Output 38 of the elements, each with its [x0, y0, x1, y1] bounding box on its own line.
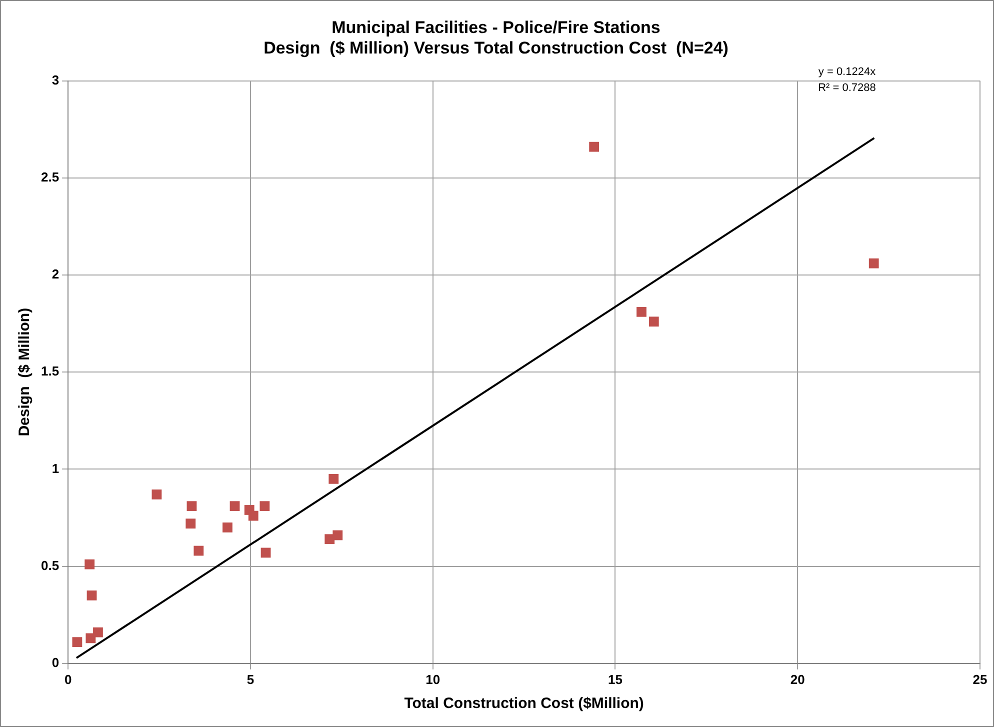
y-tick-label: 2 — [52, 266, 60, 282]
point — [72, 637, 82, 647]
point — [260, 501, 270, 512]
text: y = 0.1224x — [818, 66, 876, 78]
point — [186, 518, 196, 529]
point — [332, 530, 343, 540]
x-tick-label: 20 — [790, 672, 805, 687]
x-tick-label: 0 — [64, 672, 72, 687]
point — [636, 306, 646, 317]
y-axis-title: Design ($ Million) — [16, 308, 34, 436]
y-tick-label: 0.5 — [40, 558, 60, 573]
point — [93, 627, 103, 638]
point — [868, 258, 879, 268]
point — [194, 546, 204, 556]
point — [260, 548, 271, 558]
point — [84, 559, 95, 570]
point — [328, 474, 339, 484]
point — [152, 489, 162, 500]
point — [222, 522, 232, 532]
y-tick-label: 1.5 — [40, 364, 60, 379]
x-axis-title: Total Construction Cost ($Million) — [404, 695, 644, 712]
x-tick-label: 5 — [246, 672, 254, 687]
y-tick-label: 3 — [52, 72, 60, 88]
x-tick-label: 15 — [608, 672, 622, 687]
point — [86, 590, 97, 600]
point — [186, 501, 197, 512]
point — [648, 316, 659, 327]
y-tick-label: 0 — [52, 654, 60, 670]
y-tick-label: 1 — [52, 460, 60, 476]
point — [589, 142, 600, 152]
annotation: R² = 0.7288 — [818, 82, 876, 94]
point — [248, 510, 258, 521]
x-tick-label: 25 — [972, 672, 988, 687]
point — [230, 501, 240, 512]
text: Design ($ Million) Versus Total Construction Cost (N=24) — [264, 38, 728, 58]
x-tick-label: 10 — [426, 672, 440, 687]
text: Municipal Facilities - Police/Fire Stations — [332, 18, 660, 37]
y-tick-label: 2.5 — [40, 169, 60, 184]
